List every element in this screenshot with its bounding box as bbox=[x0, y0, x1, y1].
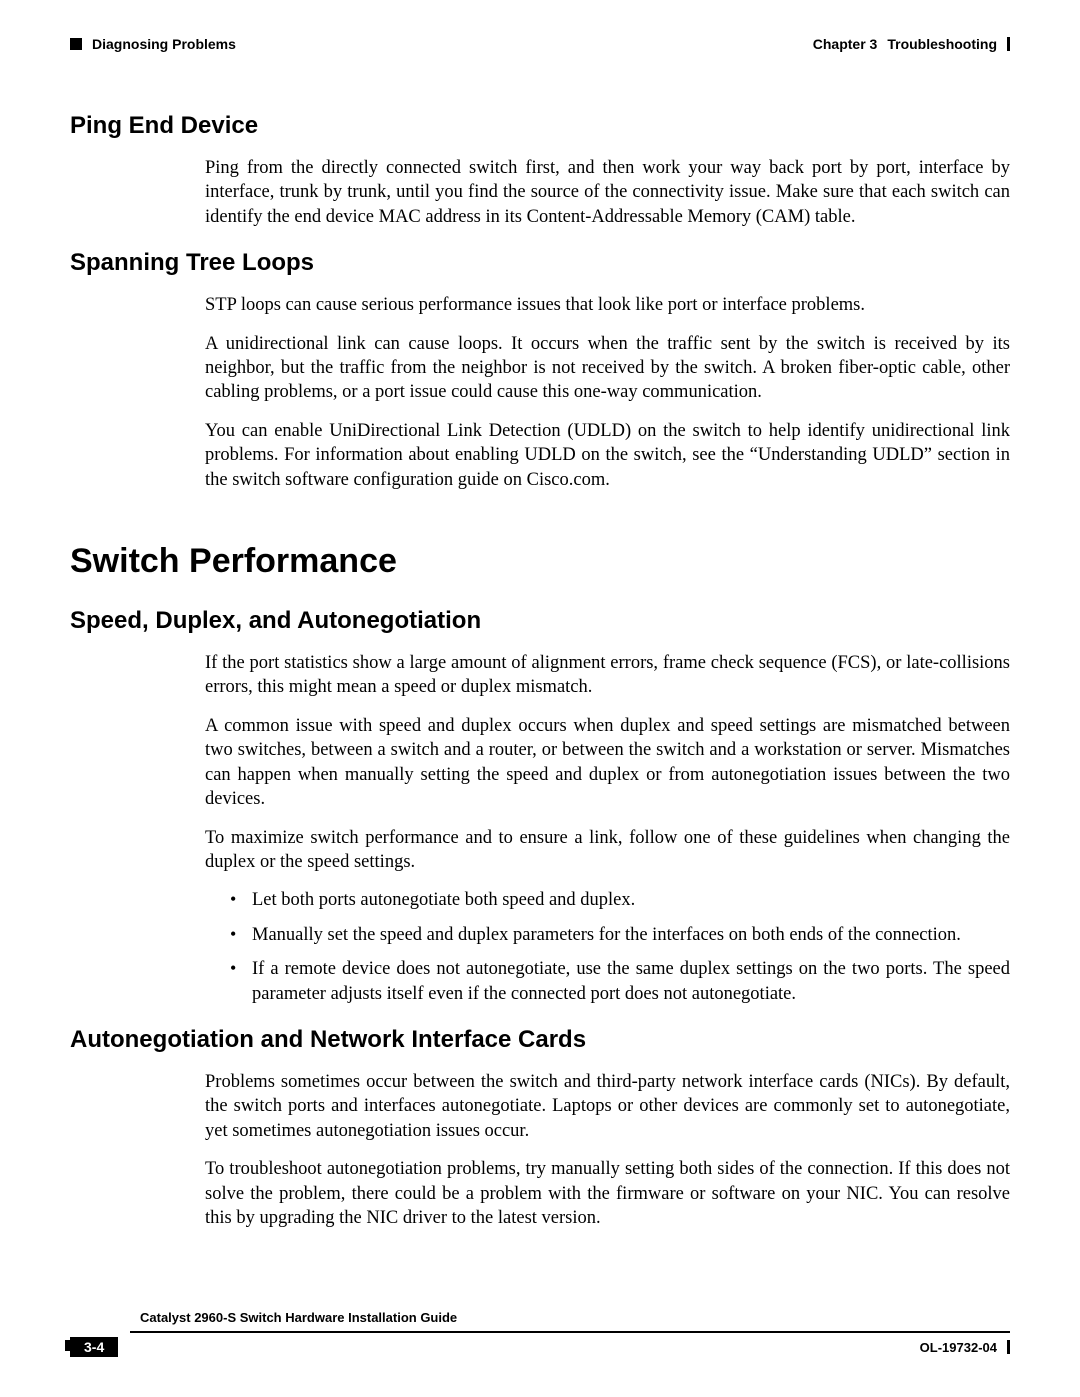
paragraph: STP loops can cause serious performance … bbox=[205, 293, 1010, 317]
footer-row: 3-4 OL-19732-04 bbox=[70, 1337, 1010, 1357]
document-page: Diagnosing Problems Chapter 3 Troublesho… bbox=[0, 0, 1080, 1397]
page-number-badge: 3-4 bbox=[70, 1337, 118, 1357]
square-icon bbox=[70, 38, 82, 50]
list-item: If a remote device does not autonegotiat… bbox=[230, 957, 1010, 1006]
list-item: Manually set the speed and duplex parame… bbox=[230, 923, 1010, 947]
header-left: Diagnosing Problems bbox=[70, 36, 236, 52]
heading-spanning-tree-loops: Spanning Tree Loops bbox=[70, 249, 1010, 277]
bullet-list: Let both ports autonegotiate both speed … bbox=[230, 888, 1010, 1006]
list-item: Let both ports autonegotiate both speed … bbox=[230, 888, 1010, 912]
footer-rule bbox=[130, 1331, 1010, 1333]
footer-right: OL-19732-04 bbox=[920, 1340, 1010, 1355]
header-right: Chapter 3 Troubleshooting bbox=[813, 36, 1010, 52]
paragraph: To maximize switch performance and to en… bbox=[205, 826, 1010, 875]
vertical-bar-icon bbox=[1007, 1340, 1010, 1354]
paragraph: You can enable UniDirectional Link Detec… bbox=[205, 419, 1010, 492]
vertical-bar-icon bbox=[1007, 37, 1010, 51]
paragraph: To troubleshoot autonegotiation problems… bbox=[205, 1157, 1010, 1230]
heading-autonegotiation-nic: Autonegotiation and Network Interface Ca… bbox=[70, 1026, 1010, 1054]
paragraph: A unidirectional link can cause loops. I… bbox=[205, 332, 1010, 405]
page-footer: Catalyst 2960-S Switch Hardware Installa… bbox=[70, 1314, 1010, 1357]
paragraph: Ping from the directly connected switch … bbox=[205, 156, 1010, 229]
paragraph: If the port statistics show a large amou… bbox=[205, 651, 1010, 700]
header-section-label: Diagnosing Problems bbox=[92, 36, 236, 52]
page-header: Diagnosing Problems Chapter 3 Troublesho… bbox=[70, 36, 1010, 52]
heading-speed-duplex-autonegotiation: Speed, Duplex, and Autonegotiation bbox=[70, 607, 1010, 635]
footer-doc-id: OL-19732-04 bbox=[920, 1340, 997, 1355]
footer-left: 3-4 bbox=[70, 1337, 118, 1357]
header-chapter-label: Chapter 3 bbox=[813, 36, 878, 52]
header-chapter-title: Troubleshooting bbox=[887, 36, 997, 52]
heading-switch-performance: Switch Performance bbox=[70, 542, 1010, 581]
paragraph: Problems sometimes occur between the swi… bbox=[205, 1070, 1010, 1143]
heading-ping-end-device: Ping End Device bbox=[70, 112, 1010, 140]
footer-guide-title: Catalyst 2960-S Switch Hardware Installa… bbox=[140, 1310, 1010, 1325]
paragraph: A common issue with speed and duplex occ… bbox=[205, 714, 1010, 812]
